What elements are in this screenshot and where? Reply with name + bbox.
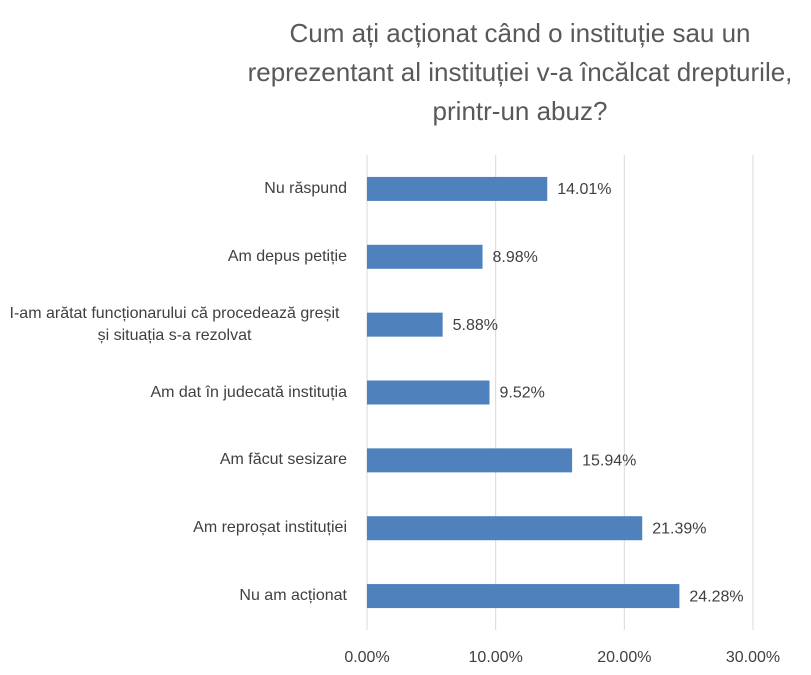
bar bbox=[367, 176, 548, 201]
x-tick-label: 0.00% bbox=[344, 649, 389, 666]
value-label: 14.01% bbox=[557, 181, 611, 198]
value-label: 8.98% bbox=[493, 249, 538, 266]
x-tick-label: 30.00% bbox=[726, 649, 780, 666]
bar bbox=[367, 312, 443, 337]
category-label-box: Am făcut sesizare bbox=[0, 430, 347, 490]
y-tick-label: Nu răspund bbox=[264, 179, 347, 197]
y-tick-label: Nu am acționat bbox=[239, 587, 347, 605]
value-label: 9.52% bbox=[499, 385, 544, 402]
x-tick-label: 10.00% bbox=[469, 649, 523, 666]
bar bbox=[367, 584, 680, 609]
category-label-box: Am dat în judecată instituția bbox=[0, 363, 347, 423]
chart-title: Cum ați acționat când o instituție sau u… bbox=[247, 18, 793, 126]
y-tick-label: Am depus petiție bbox=[227, 247, 347, 265]
y-tick-label: Am făcut sesizare bbox=[219, 451, 347, 469]
y-tick-label: I-am arătat funcționarului că procedează… bbox=[9, 304, 340, 344]
value-label: 5.88% bbox=[453, 317, 498, 334]
category-label-box: Am depus petiție bbox=[0, 227, 347, 287]
value-label: 21.39% bbox=[652, 520, 706, 537]
bar bbox=[367, 244, 483, 269]
value-label: 24.28% bbox=[689, 588, 743, 605]
value-label: 15.94% bbox=[582, 453, 636, 470]
category-label-box: Am reproșat instituției bbox=[0, 498, 347, 558]
bar bbox=[367, 448, 573, 473]
category-label-box: Nu am acționat bbox=[0, 566, 347, 626]
y-tick-label: Am reproșat instituției bbox=[193, 519, 347, 537]
category-label-box: I-am arătat funcționarului că procedează… bbox=[0, 295, 347, 355]
category-label-box: Nu răspund bbox=[0, 159, 347, 219]
bar bbox=[367, 516, 643, 541]
y-tick-label: Am dat în judecată instituția bbox=[150, 383, 347, 401]
bar bbox=[367, 380, 490, 405]
x-tick-label: 20.00% bbox=[597, 649, 651, 666]
